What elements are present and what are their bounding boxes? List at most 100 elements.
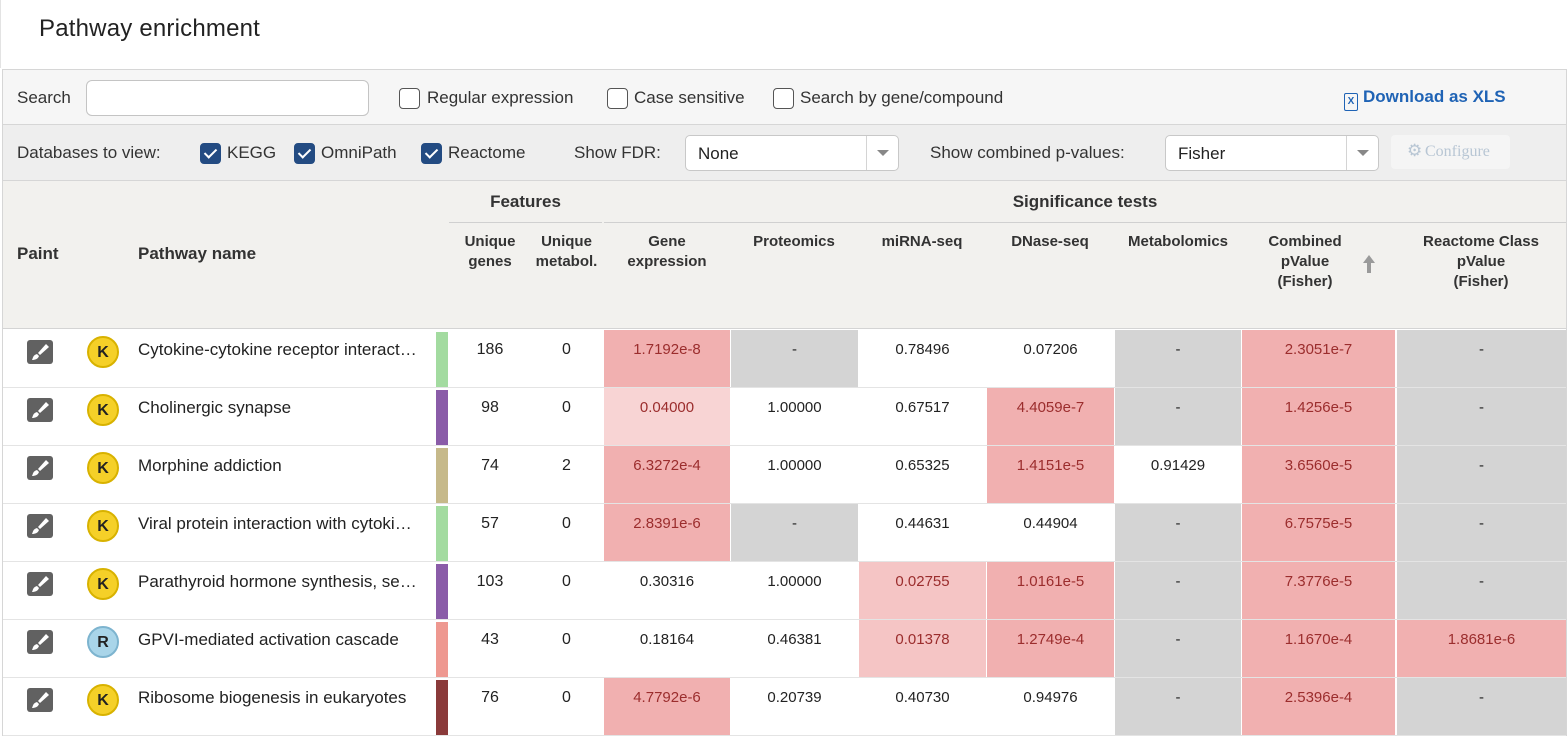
cell-dnase-seq: 1.0161e-5 <box>987 562 1114 619</box>
configure-button[interactable]: ⚙ Configure <box>1391 135 1510 169</box>
col-combined-pvalue[interactable]: Combined pValue (Fisher) <box>1268 233 1342 290</box>
cell-proteomics: 0.20739 <box>767 689 822 706</box>
paint-brush-icon[interactable] <box>27 688 53 712</box>
col-proteomics[interactable]: Proteomics <box>753 233 835 250</box>
cell-pathway-name[interactable]: Cytokine-cytokine receptor interaction <box>138 340 418 359</box>
page-title: Pathway enrichment <box>39 15 261 42</box>
kegg-badge-icon: K <box>87 510 119 542</box>
table-row[interactable]: K Morphine addiction 74 2 6.3272e-4 1.00000 0.… <box>3 446 1566 504</box>
configure-label: Configure <box>1425 143 1490 160</box>
col-pathway-name[interactable]: Pathway name <box>138 244 257 263</box>
regex-checkbox[interactable] <box>399 88 420 109</box>
cell-pathway-name[interactable]: Viral protein interaction with cytokine … <box>138 514 418 533</box>
search-by-gene-checkbox[interactable] <box>773 88 794 109</box>
search-by-gene-label: Search by gene/compound <box>800 88 1004 107</box>
cell-metabolomics: - <box>1115 678 1241 735</box>
database-toolbar: Databases to view: KEGG OmniPath Reactom… <box>3 125 1566 181</box>
cell-proteomics: 1.00000 <box>767 573 822 590</box>
pathway-color-bar <box>436 680 448 735</box>
chevron-down-icon <box>866 136 898 170</box>
cell-unique-metabol: 0 <box>562 631 571 648</box>
databases-label: Databases to view: <box>17 143 161 162</box>
cell-unique-genes: 76 <box>481 689 499 706</box>
table-row[interactable]: K Ribosome biogenesis in eukaryotes 76 0 4.7… <box>3 678 1566 736</box>
reactome-checkbox[interactable] <box>421 143 442 164</box>
table-row[interactable]: K Parathyroid hormone synthesis, secretio… <box>3 562 1566 620</box>
cell-pathway-name[interactable]: Ribosome biogenesis in eukaryotes <box>138 688 407 707</box>
cell-gene-expression: 0.04000 <box>604 388 730 445</box>
paint-brush-icon[interactable] <box>27 398 53 422</box>
cell-metabolomics: - <box>1115 504 1241 561</box>
paint-brush-icon[interactable] <box>27 514 53 538</box>
cell-mirna-seq: 0.02755 <box>859 562 986 619</box>
cell-mirna-seq: 0.44631 <box>895 515 950 532</box>
cell-combined-pvalue: 7.3776e-5 <box>1242 562 1395 619</box>
kegg-badge-icon: K <box>87 568 119 600</box>
paint-brush-icon[interactable] <box>27 340 53 364</box>
fdr-select[interactable]: None <box>685 135 899 171</box>
pathway-color-bar <box>436 506 448 561</box>
col-paint: Paint <box>17 244 59 263</box>
table-row[interactable]: K Cytokine-cytokine receptor interaction 1… <box>3 330 1566 388</box>
paint-brush-icon[interactable] <box>27 572 53 596</box>
col-mirna-seq[interactable]: miRNA-seq <box>881 233 963 250</box>
cell-metabolomics: - <box>1115 388 1241 445</box>
cell-unique-metabol: 0 <box>562 689 571 706</box>
kegg-badge-icon: K <box>87 336 119 368</box>
regex-label: Regular expression <box>427 88 574 107</box>
cell-pathway-name[interactable]: Morphine addiction <box>138 456 282 475</box>
sort-ascending-icon[interactable] <box>1362 254 1376 274</box>
download-xls-button[interactable]: X Download as XLS <box>1344 87 1506 111</box>
cell-gene-expression: 0.30316 <box>639 573 695 590</box>
cell-combined-pvalue: 3.6560e-5 <box>1242 446 1395 503</box>
combined-pvalues-select[interactable]: Fisher <box>1165 135 1379 171</box>
case-sensitive-checkbox[interactable] <box>607 88 628 109</box>
cell-gene-expression: 1.7192e-8 <box>604 330 730 387</box>
table-header: Paint Pathway name Features Significance… <box>3 181 1566 329</box>
omnipath-checkbox[interactable] <box>294 143 315 164</box>
reactome-badge-icon: R <box>87 626 119 658</box>
cell-proteomics: 1.00000 <box>767 457 822 474</box>
col-reactome-class[interactable]: Reactome Class pValue (Fisher) <box>1423 233 1539 290</box>
paint-brush-icon[interactable] <box>27 630 53 654</box>
table-row[interactable]: R GPVI-mediated activation cascade 43 0 0.18… <box>3 620 1566 678</box>
chevron-down-icon <box>1346 136 1378 170</box>
cell-reactome-class: - <box>1397 330 1566 387</box>
pathway-color-bar <box>436 390 448 445</box>
combined-pvalues-label: Show combined p-values: <box>930 143 1125 162</box>
cell-pathway-name[interactable]: Cholinergic synapse <box>138 398 292 417</box>
cell-dnase-seq: 4.4059e-7 <box>987 388 1114 445</box>
omnipath-label: OmniPath <box>321 143 397 162</box>
cell-metabolomics: 0.91429 <box>1150 457 1206 474</box>
cell-unique-metabol: 0 <box>562 515 571 532</box>
kegg-checkbox[interactable] <box>200 143 221 164</box>
cell-pathway-name[interactable]: Parathyroid hormone synthesis, secretion… <box>138 572 418 591</box>
cell-mirna-seq: 0.01378 <box>859 620 986 677</box>
cell-reactome-class: 1.8681e-6 <box>1397 620 1566 677</box>
col-unique-genes[interactable]: Unique genes <box>464 233 516 270</box>
cell-unique-metabol: 0 <box>562 399 571 416</box>
reactome-label: Reactome <box>448 143 526 162</box>
cell-unique-genes: 186 <box>476 341 504 358</box>
table-row[interactable]: K Viral protein interaction with cytokine… <box>3 504 1566 562</box>
cell-metabolomics: - <box>1115 562 1241 619</box>
paint-brush-icon[interactable] <box>27 456 53 480</box>
cell-proteomics: - <box>731 330 858 387</box>
col-metabolomics[interactable]: Metabolomics <box>1127 233 1229 250</box>
cell-dnase-seq: 1.2749e-4 <box>987 620 1114 677</box>
search-toolbar: Search Regular expression Case sensitive… <box>3 70 1566 125</box>
cell-unique-metabol: 0 <box>562 573 571 590</box>
table-row[interactable]: K Cholinergic synapse 98 0 0.04000 1.00000 0.6… <box>3 388 1566 446</box>
search-input[interactable] <box>86 80 369 116</box>
pathway-color-bar <box>436 448 448 503</box>
cell-pathway-name[interactable]: GPVI-mediated activation cascade <box>138 630 399 649</box>
cell-metabolomics: - <box>1115 620 1241 677</box>
gear-icon: ⚙ <box>1407 141 1423 160</box>
col-dnase-seq[interactable]: DNase-seq <box>1011 233 1089 250</box>
cell-unique-metabol: 0 <box>562 341 571 358</box>
case-sensitive-label: Case sensitive <box>634 88 745 107</box>
pathway-color-bar <box>436 564 448 619</box>
col-unique-metabol[interactable]: Unique metabol. <box>535 233 598 270</box>
col-gene-expression[interactable]: Gene expression <box>627 233 707 270</box>
kegg-badge-icon: K <box>87 452 119 484</box>
